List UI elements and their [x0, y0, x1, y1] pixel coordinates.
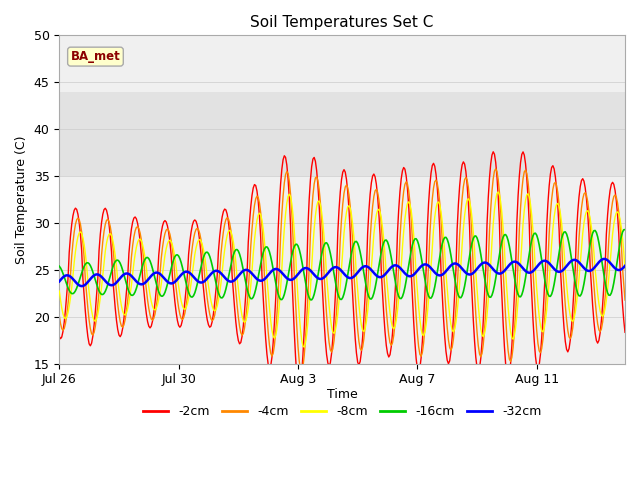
Legend: -2cm, -4cm, -8cm, -16cm, -32cm: -2cm, -4cm, -8cm, -16cm, -32cm: [138, 400, 547, 423]
X-axis label: Time: Time: [327, 388, 358, 401]
Text: BA_met: BA_met: [70, 50, 120, 63]
Title: Soil Temperatures Set C: Soil Temperatures Set C: [250, 15, 434, 30]
Y-axis label: Soil Temperature (C): Soil Temperature (C): [15, 135, 28, 264]
Bar: [60, 92, 625, 176]
